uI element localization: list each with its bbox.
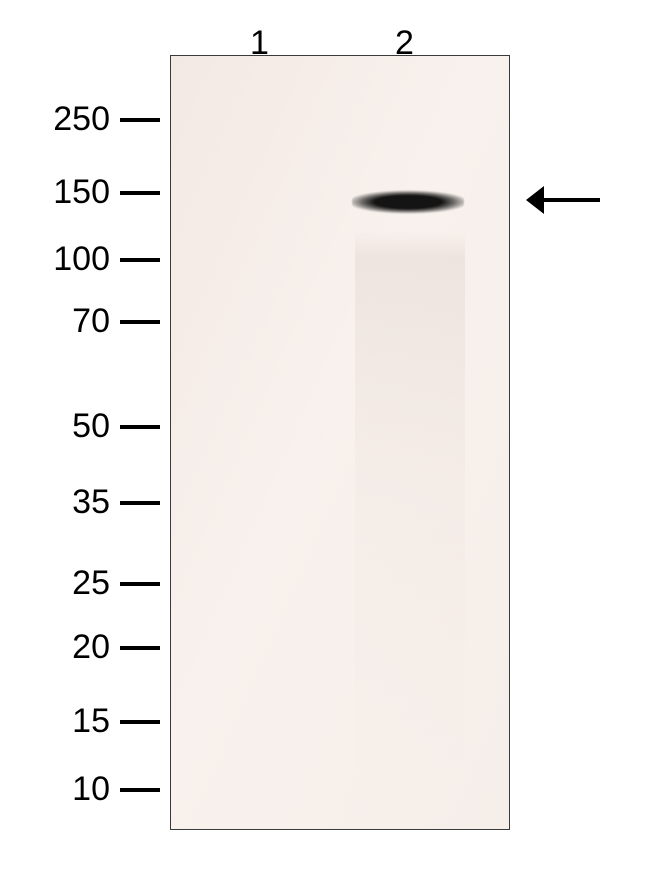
mw-label-100: 100 bbox=[53, 240, 110, 279]
mw-tick-150 bbox=[120, 191, 160, 195]
mw-tick-20 bbox=[120, 646, 160, 650]
lane-header-1: 1 bbox=[250, 24, 269, 63]
mw-label-25: 25 bbox=[72, 564, 110, 603]
mw-label-15: 15 bbox=[72, 702, 110, 741]
mw-label-20: 20 bbox=[72, 628, 110, 667]
mw-tick-250 bbox=[120, 118, 160, 122]
mw-label-150: 150 bbox=[53, 173, 110, 212]
band-lane2-145kda bbox=[352, 190, 464, 214]
blot-border bbox=[170, 55, 510, 830]
lane-header-2: 2 bbox=[395, 24, 414, 63]
mw-label-70: 70 bbox=[72, 302, 110, 341]
arrow-head-icon bbox=[526, 186, 544, 214]
mw-tick-50 bbox=[120, 425, 160, 429]
mw-tick-100 bbox=[120, 258, 160, 262]
mw-tick-35 bbox=[120, 501, 160, 505]
arrow-shaft bbox=[540, 198, 600, 202]
mw-tick-70 bbox=[120, 320, 160, 324]
mw-label-250: 250 bbox=[53, 100, 110, 139]
mw-tick-10 bbox=[120, 788, 160, 792]
mw-tick-25 bbox=[120, 582, 160, 586]
mw-label-10: 10 bbox=[72, 770, 110, 809]
mw-label-50: 50 bbox=[72, 407, 110, 446]
western-blot-figure: 1 2 250 150 100 70 50 35 25 20 15 10 bbox=[0, 0, 650, 870]
mw-label-35: 35 bbox=[72, 483, 110, 522]
mw-tick-15 bbox=[120, 720, 160, 724]
